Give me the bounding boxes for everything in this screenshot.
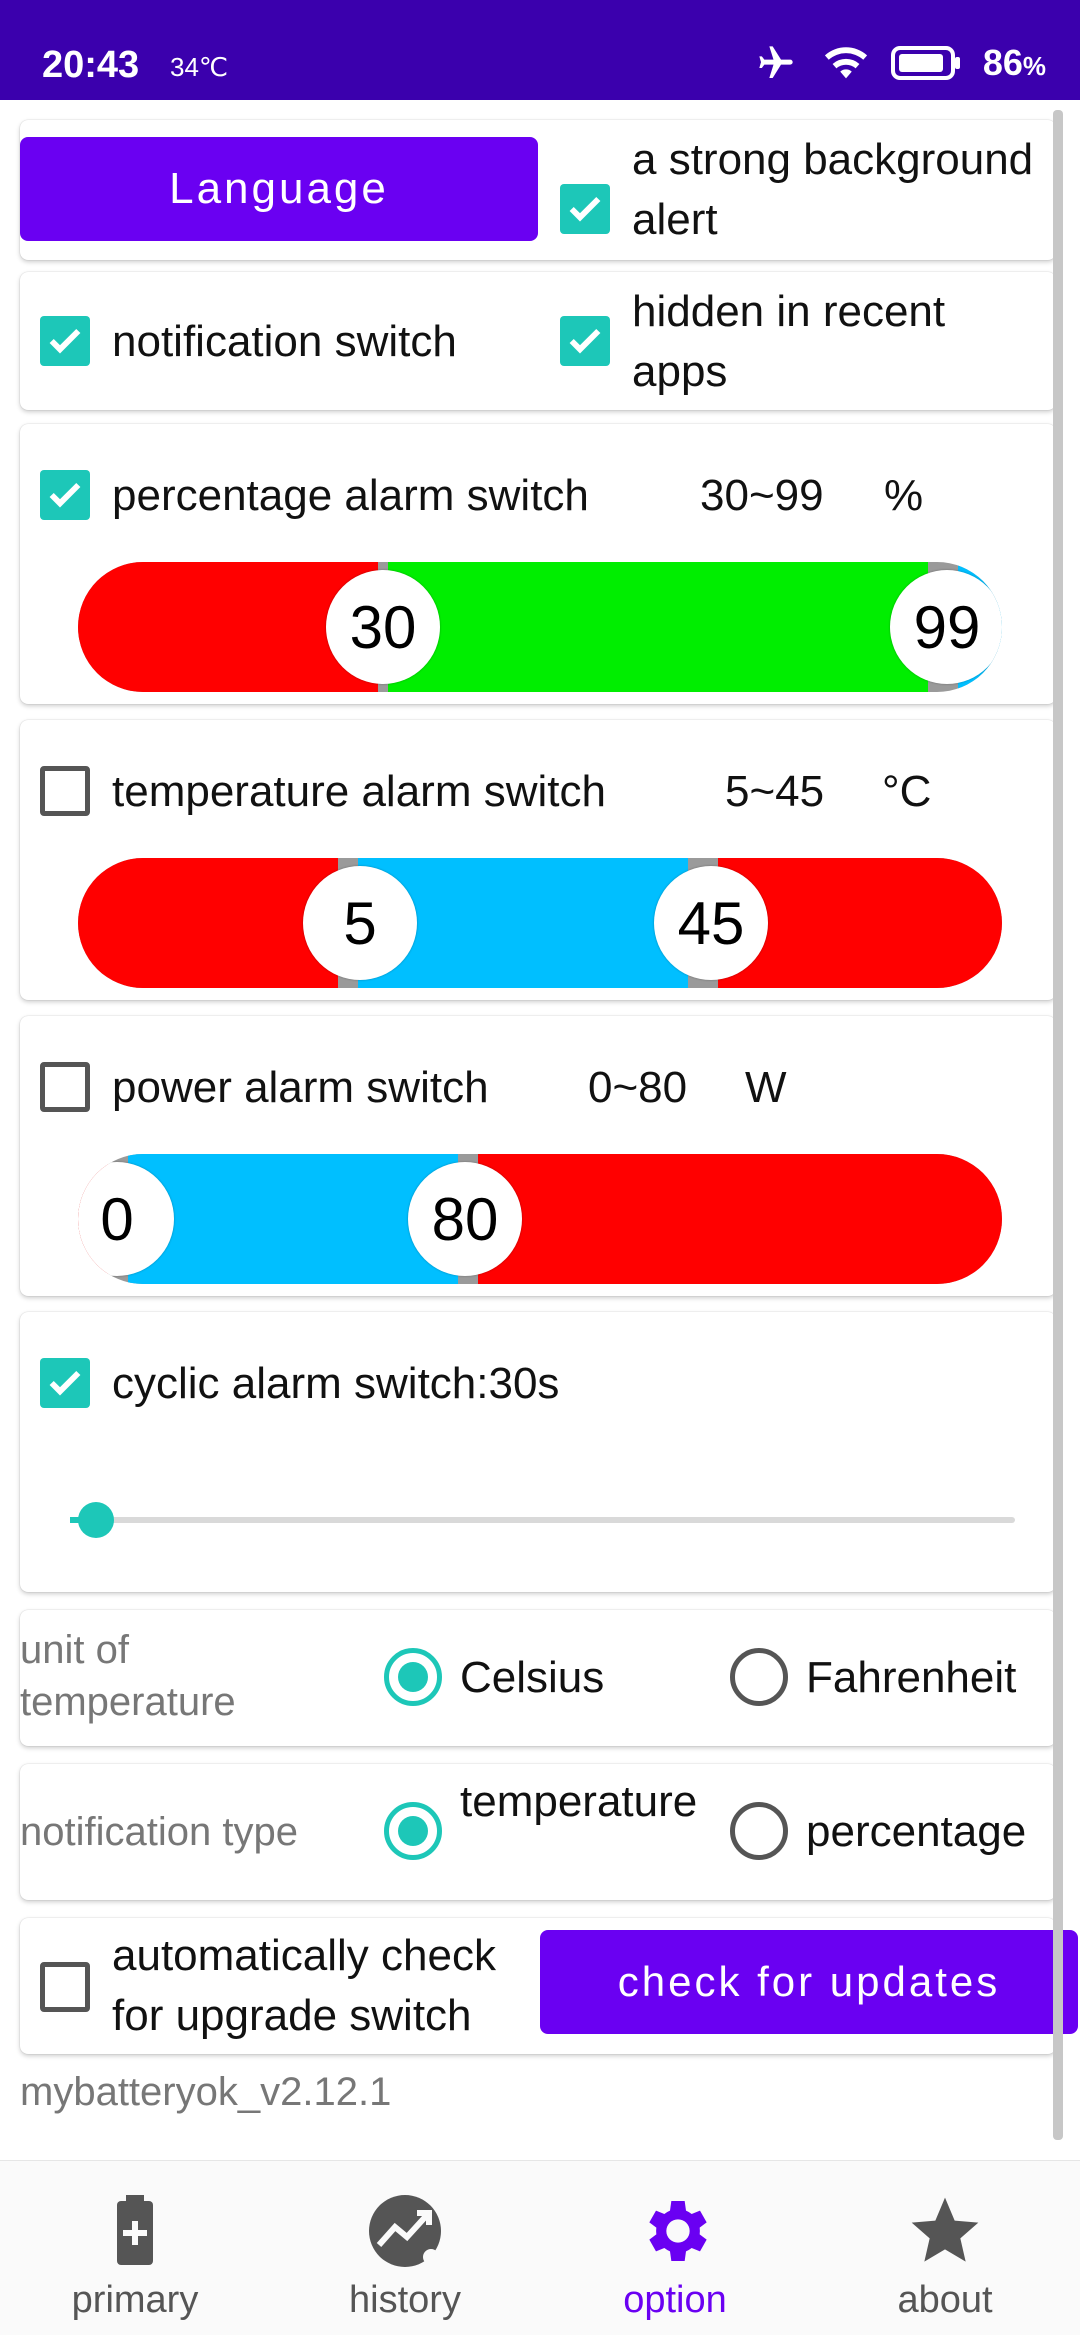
bottom-navigation: primary history option about: [0, 2160, 1080, 2335]
power-mid-zone: [128, 1154, 458, 1284]
nav-history-label: history: [349, 2279, 461, 2321]
nav-primary-label: primary: [71, 2279, 199, 2321]
cyclic-alarm-checkbox[interactable]: [40, 1358, 90, 1408]
notification-type-label: notification type: [20, 1810, 298, 1854]
check-icon: [49, 1370, 81, 1396]
cyclic-alarm-card: cyclic alarm switch:30s: [20, 1312, 1056, 1592]
auto-upgrade-label: automatically check for upgrade switch: [112, 1931, 496, 2040]
wifi-icon: [824, 47, 867, 79]
notification-percentage-radio[interactable]: [730, 1802, 788, 1860]
power-range-slider[interactable]: 0 80: [78, 1154, 1002, 1284]
percentage-alarm-unit: %: [884, 471, 924, 520]
scrollbar[interactable]: [1053, 110, 1063, 2140]
status-bar: 20:43 34℃ 86%: [0, 0, 1080, 100]
check-icon: [569, 196, 601, 222]
notification-switch-label: notification switch: [112, 317, 457, 366]
power-high-zone: [478, 1154, 1002, 1284]
celsius-radio[interactable]: [384, 1648, 442, 1706]
power-high-thumb[interactable]: 80: [408, 1162, 522, 1276]
power-alarm-range: 0~80: [588, 1063, 688, 1112]
cyclic-slider-thumb[interactable]: [78, 1502, 114, 1538]
star-icon: [911, 2197, 979, 2262]
power-low-thumb[interactable]: 0: [78, 1162, 174, 1276]
notification-type-card: notification type temperature percentage: [20, 1764, 1056, 1900]
percentage-alarm-label: percentage alarm switch: [112, 471, 589, 520]
temperature-alarm-unit: °C: [882, 767, 932, 816]
nav-about-label: about: [897, 2279, 993, 2321]
nav-option[interactable]: option: [540, 2161, 810, 2335]
power-alarm-label: power alarm switch: [112, 1063, 489, 1112]
notification-switch-checkbox[interactable]: [40, 316, 90, 366]
battery-plus-icon: [117, 2195, 153, 2265]
language-button[interactable]: Language: [20, 137, 538, 241]
check-icon: [49, 482, 81, 508]
power-alarm-card: power alarm switch 0~80 W 0 80: [20, 1016, 1056, 1296]
temperature-alarm-range: 5~45: [725, 767, 825, 816]
nav-history[interactable]: history: [270, 2161, 540, 2335]
celsius-label: Celsius: [460, 1653, 605, 1702]
fahrenheit-label: Fahrenheit: [806, 1653, 1017, 1702]
hidden-recent-checkbox[interactable]: [560, 316, 610, 366]
percentage-alarm-range: 30~99: [700, 471, 824, 520]
temperature-unit-label: unit of temperature: [20, 1628, 236, 1724]
check-icon: [569, 328, 601, 354]
trend-chart-icon: [369, 2195, 441, 2267]
temperature-high-thumb[interactable]: 45: [654, 866, 768, 980]
status-time: 20:43: [42, 44, 140, 86]
battery-unit: %: [1022, 51, 1046, 81]
percentage-low-thumb[interactable]: 30: [326, 570, 440, 684]
language-card: Language a strong background alert: [20, 120, 1056, 260]
strong-alert-checkbox[interactable]: [560, 184, 610, 234]
temperature-alarm-label: temperature alarm switch: [112, 767, 606, 816]
check-updates-button[interactable]: check for updates: [540, 1930, 1078, 2034]
temperature-alarm-card: temperature alarm switch 5~45 °C 5 45: [20, 720, 1056, 1000]
percentage-high-thumb[interactable]: 99: [890, 570, 1002, 684]
hidden-recent-label: hidden in recent apps: [632, 287, 946, 396]
percentage-alarm-card: percentage alarm switch 30~99 % 30 99: [20, 424, 1056, 704]
notification-temperature-radio[interactable]: [384, 1802, 442, 1860]
percentage-mid-zone: [388, 562, 928, 692]
fahrenheit-radio[interactable]: [730, 1648, 788, 1706]
percentage-alarm-checkbox[interactable]: [40, 470, 90, 520]
percentage-range-slider[interactable]: 30 99: [78, 562, 1002, 692]
upgrade-card: automatically check for upgrade switch c…: [20, 1918, 1078, 2054]
version-label: mybatteryok_v2.12.1: [20, 2070, 392, 2114]
notification-temperature-label: temperature: [460, 1777, 698, 1826]
power-alarm-unit: W: [745, 1063, 787, 1112]
cyclic-slider-track: [70, 1517, 1015, 1523]
check-icon: [49, 328, 81, 354]
airplane-icon: [759, 46, 793, 78]
temperature-alarm-checkbox[interactable]: [40, 766, 90, 816]
notification-percentage-label: percentage: [806, 1807, 1027, 1856]
status-temperature: 34℃: [170, 52, 229, 82]
nav-primary[interactable]: primary: [0, 2161, 270, 2335]
nav-option-label: option: [623, 2279, 727, 2321]
options-content: Language a strong background alert notif…: [0, 100, 1080, 2160]
power-alarm-checkbox[interactable]: [40, 1062, 90, 1112]
strong-alert-label: a strong background alert: [632, 135, 1034, 244]
temperature-low-zone: [78, 858, 338, 988]
temperature-range-slider[interactable]: 5 45: [78, 858, 1002, 988]
status-icons: 86%: [751, 42, 1046, 84]
auto-upgrade-checkbox[interactable]: [40, 1962, 90, 2012]
battery-percent: 86: [982, 42, 1023, 83]
gear-icon: [649, 2201, 707, 2261]
battery-icon: [890, 46, 960, 80]
nav-about[interactable]: about: [810, 2161, 1080, 2335]
temperature-low-thumb[interactable]: 5: [303, 866, 417, 980]
cyclic-alarm-label: cyclic alarm switch:30s: [112, 1359, 560, 1408]
temperature-unit-card: unit of temperature Celsius Fahrenheit: [20, 1610, 1056, 1746]
switches-card: notification switch hidden in recent app…: [20, 272, 1056, 410]
